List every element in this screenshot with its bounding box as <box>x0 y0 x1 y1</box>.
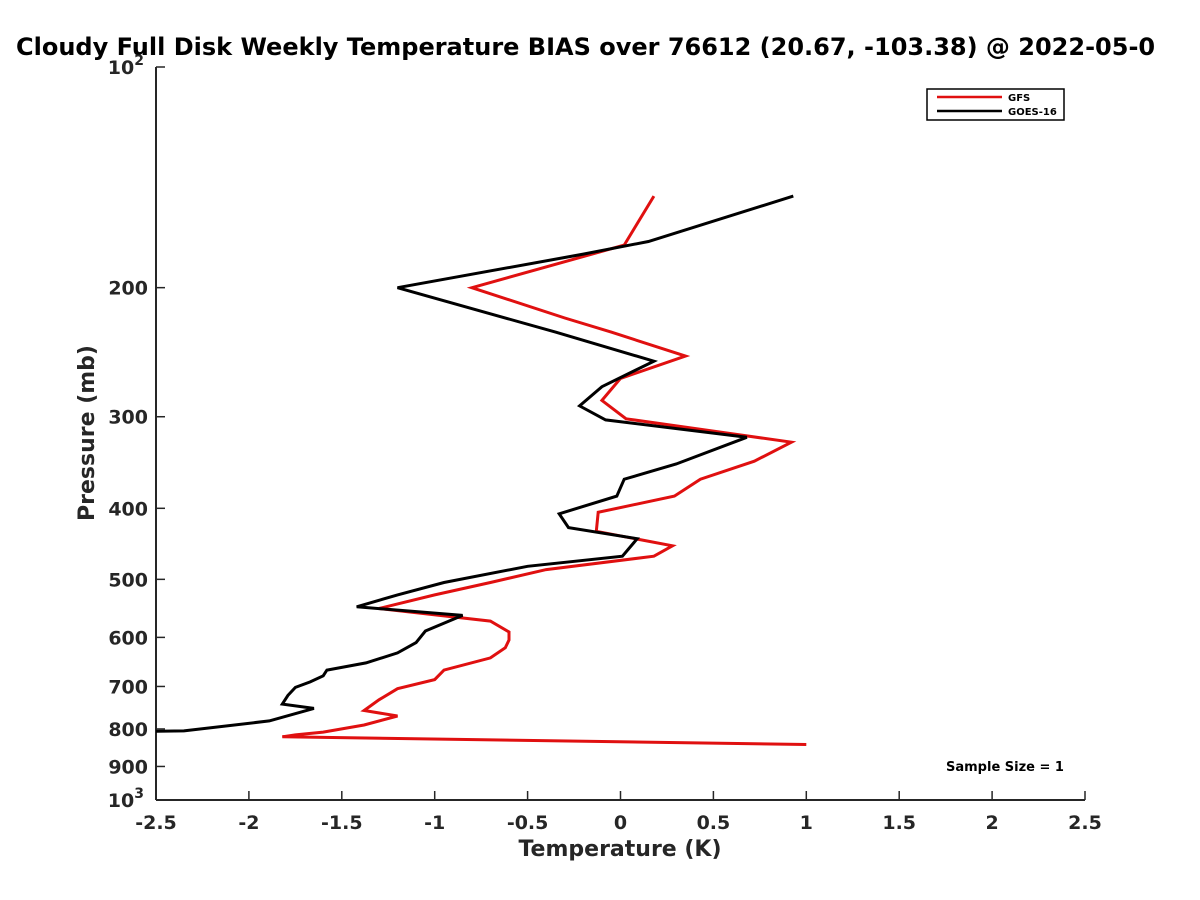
x-tick-label: -2.5 <box>135 812 177 834</box>
y-tick-label: 200 <box>108 278 148 300</box>
x-tick-label: -1 <box>424 812 445 834</box>
y-tick-label: 300 <box>108 407 148 429</box>
x-tick-label: 0 <box>614 812 627 834</box>
series-line-gfs <box>282 195 807 746</box>
plot-axes <box>155 66 1086 801</box>
y-tick-label: 103 <box>108 786 144 812</box>
legend-box <box>926 88 1065 121</box>
y-tick-labels: 102 200 300 400 500 600 700 800 900 103 <box>108 53 148 812</box>
x-tick-label: -0.5 <box>507 812 549 834</box>
y-tick-label: 800 <box>108 719 148 741</box>
y-tick-label: 500 <box>108 569 148 591</box>
x-tick-label: -2 <box>238 812 259 834</box>
y-tick-label: 400 <box>108 498 148 520</box>
x-tick-label: 0.5 <box>697 812 731 834</box>
series-line-goes-16 <box>155 194 794 733</box>
x-tick-label: 2 <box>985 812 998 834</box>
x-tick-label: 1 <box>800 812 813 834</box>
legend-label-goes-16: GOES-16 <box>1008 107 1057 118</box>
x-tick-labels: -2.5 -2 -1.5 -1 -0.5 0 0.5 1 1.5 2 2.5 <box>135 812 1102 834</box>
y-tick-label: 600 <box>108 627 148 649</box>
y-tick-label: 900 <box>108 756 148 778</box>
y-tick-label: 102 <box>108 53 144 79</box>
y-tick-label: 700 <box>108 676 148 698</box>
y-axis-label: Pressure (mb) <box>75 345 100 521</box>
x-tick-label: 2.5 <box>1068 812 1102 834</box>
legend-label-gfs: GFS <box>1008 93 1030 104</box>
legend: GFS GOES-16 <box>926 88 1065 121</box>
x-tick-label: -1.5 <box>321 812 363 834</box>
sample-size-annotation: Sample Size = 1 <box>946 760 1064 775</box>
x-tick-label: 1.5 <box>882 812 916 834</box>
chart-title: Cloudy Full Disk Weekly Temperature BIAS… <box>16 33 1155 61</box>
x-axis-label: Temperature (K) <box>518 837 721 862</box>
series-lines <box>155 194 807 746</box>
